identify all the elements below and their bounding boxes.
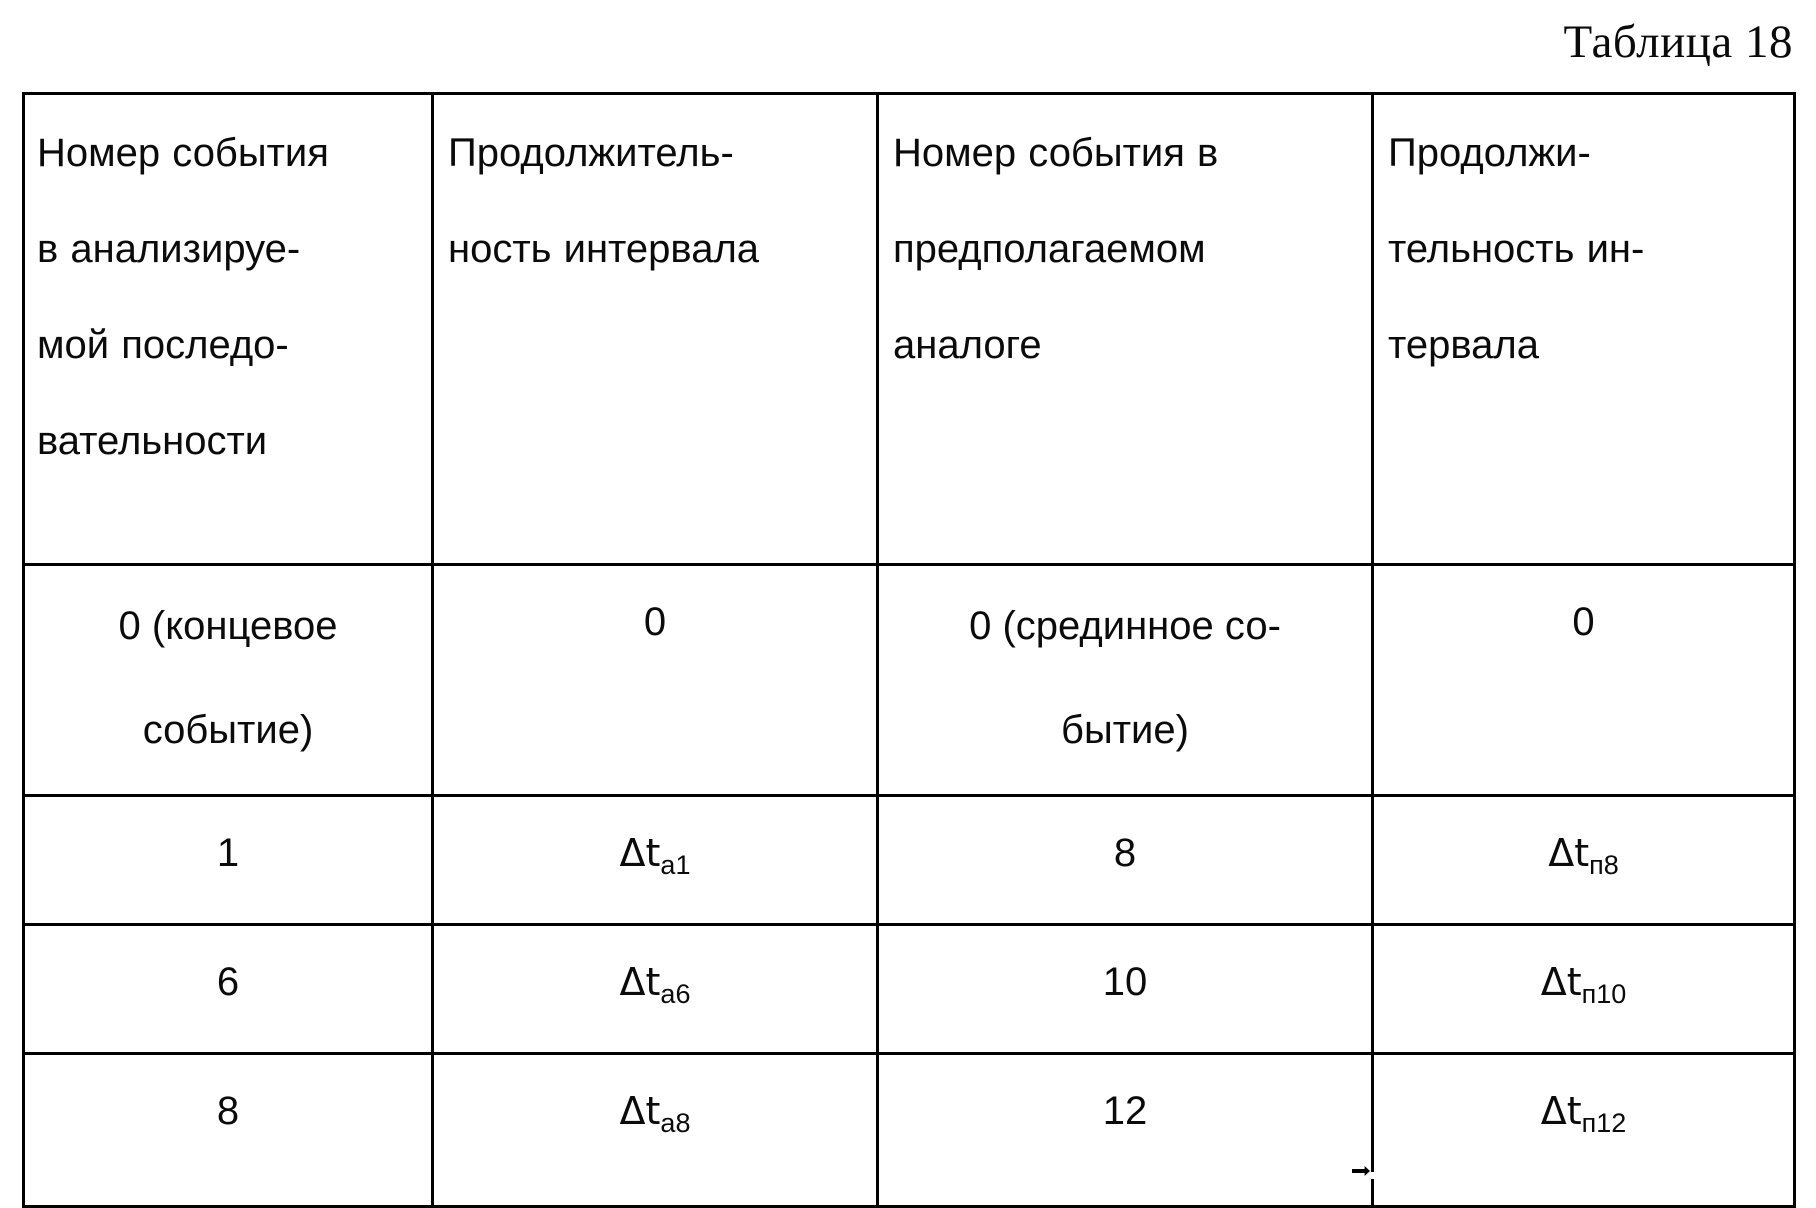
cell-text-interval-zero: 0: [434, 566, 876, 680]
cell-text-interval-a6: Δta6: [434, 926, 876, 1052]
header-cell-interval-duration: Продолжитель-ность интервала: [433, 94, 878, 565]
header-text-interval-duration: Продолжитель-ность интервала: [434, 95, 876, 315]
cell-text-interval-a1: Δta1: [434, 797, 876, 923]
cell-event-number-analog: 0 (срединное со-бытие): [878, 565, 1373, 796]
cell-analog-interval-duration: Δtп10: [1373, 925, 1795, 1054]
cell-event-number-analyzed: 6: [24, 925, 433, 1054]
delta-t-symbol: Δta6: [620, 960, 691, 1004]
header-text-event-number-analyzed: Номер событияв анализируе-мой последо-ва…: [25, 95, 431, 507]
cell-text-event-zero-analyzed: 0 (концевоесобытие): [25, 566, 431, 792]
table-header-row: Номер событияв анализируе-мой последо-ва…: [24, 94, 1795, 565]
header-cell-event-number-analyzed: Номер событияв анализируе-мой последо-ва…: [24, 94, 433, 565]
cell-event-number-analog: 8: [878, 796, 1373, 925]
cell-event-number-analyzed: 0 (концевоесобытие): [24, 565, 433, 796]
cell-analog-interval-duration: 0: [1373, 565, 1795, 796]
cell-text-analog-interval-zero: 0: [1374, 566, 1793, 680]
table-row: 8 Δta8 12 Δtп12: [24, 1054, 1795, 1207]
table-caption: Таблица 18: [0, 14, 1793, 70]
delta-t-symbol: Δtп8: [1548, 831, 1619, 875]
header-text-event-number-analog: Номер события впредполагаемоманалоге: [879, 95, 1371, 411]
cell-text-interval-p10: Δtп10: [1374, 926, 1793, 1052]
delta-t-symbol: Δtп12: [1541, 1089, 1627, 1133]
document-page: Таблица 18 Номер событияв анализируе-мой…: [0, 0, 1816, 1200]
cell-event-number-analog: 10: [878, 925, 1373, 1054]
cell-text-event-8b: 8: [25, 1055, 431, 1169]
table-row: 6 Δta6 10 Δtп10: [24, 925, 1795, 1054]
delta-t-symbol: Δtп10: [1541, 960, 1627, 1004]
header-cell-analog-interval-duration: Продолжи-тельность ин-тервала: [1373, 94, 1795, 565]
cell-text-interval-p12: Δtп12: [1374, 1055, 1793, 1181]
cell-text-interval-a8: Δta8: [434, 1055, 876, 1181]
delta-t-symbol: Δta8: [620, 1089, 691, 1133]
cell-interval-duration: Δta6: [433, 925, 878, 1054]
cell-text-event-10: 10: [879, 926, 1371, 1040]
cell-analog-interval-duration: Δtп8: [1373, 796, 1795, 925]
table-row: 1 Δta1 8 Δtп8: [24, 796, 1795, 925]
data-table: Номер событияв анализируе-мой последо-ва…: [22, 92, 1796, 1208]
scan-artifact-gap: [1368, 1172, 1382, 1179]
table-row: 0 (концевоесобытие) 0 0 (срединное со-бы…: [24, 565, 1795, 796]
cell-interval-duration: Δta8: [433, 1054, 878, 1207]
cell-event-number-analyzed: 1: [24, 796, 433, 925]
cell-text-interval-p8: Δtп8: [1374, 797, 1793, 923]
cell-interval-duration: 0: [433, 565, 878, 796]
header-text-analog-interval-duration: Продолжи-тельность ин-тервала: [1374, 95, 1793, 411]
cell-event-number-analyzed: 8: [24, 1054, 433, 1207]
cell-text-event-1: 1: [25, 797, 431, 911]
cell-interval-duration: Δta1: [433, 796, 878, 925]
delta-t-symbol: Δta1: [620, 831, 691, 875]
cell-text-event-12: 12: [879, 1055, 1371, 1169]
cell-text-event-8: 8: [879, 797, 1371, 911]
cell-analog-interval-duration: Δtп12: [1373, 1054, 1795, 1207]
cell-text-event-zero-analog: 0 (срединное со-бытие): [879, 566, 1371, 792]
header-cell-event-number-analog: Номер события впредполагаемоманалоге: [878, 94, 1373, 565]
cell-text-event-6: 6: [25, 926, 431, 1040]
cell-event-number-analog: 12: [878, 1054, 1373, 1207]
